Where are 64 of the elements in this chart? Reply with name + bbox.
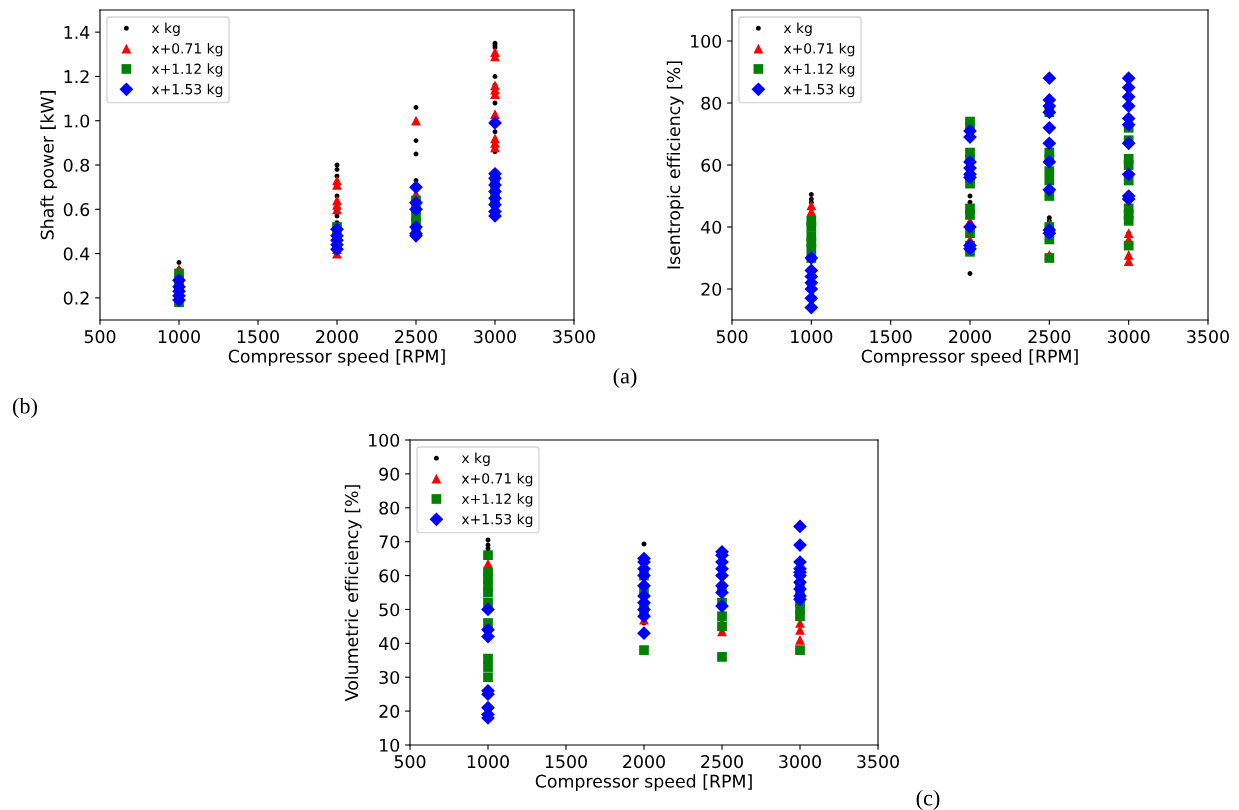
- x-tick-label: 2000: [949, 330, 991, 344]
- y-axis-title: Shaft power [kW]: [40, 91, 58, 240]
- y-tick-label: 40: [379, 637, 400, 651]
- x-tick-label: 3500: [1187, 330, 1229, 344]
- y-tick-label: 40: [701, 220, 722, 234]
- y-tick-label: 0.4: [63, 247, 90, 261]
- x-tick-label: 1500: [237, 330, 279, 344]
- x-axis-title: Compressor speed [RPM]: [535, 774, 752, 792]
- x-tick-label: 500: [394, 755, 426, 769]
- y-tick-label: 60: [379, 569, 400, 583]
- y-tick-label: 30: [379, 670, 400, 685]
- y-tick-label: 1.0: [64, 114, 90, 128]
- x-tick-label: 500: [84, 330, 116, 344]
- y-tick-label: 10: [380, 738, 400, 752]
- x-tick-label: 1500: [545, 755, 587, 769]
- x-tick-label: 3000: [779, 755, 821, 769]
- x-tick-label: 3000: [1107, 330, 1150, 344]
- text: (b): [13, 397, 37, 419]
- y-tick-label: 60: [701, 158, 722, 172]
- y-tick-label: 80: [701, 96, 722, 110]
- y-tick-label: 20: [379, 704, 400, 718]
- y-tick-label: 70: [379, 535, 400, 549]
- x-axis-title: Compressor speed [RPM]: [861, 349, 1078, 367]
- x-tick-label: 2500: [395, 330, 437, 344]
- legend-label: x kg: [461, 452, 490, 466]
- text: (a): [613, 367, 637, 389]
- legend-label: x kg: [151, 22, 180, 36]
- y-tick-label: 50: [379, 603, 400, 617]
- legend-label: x+1.12 kg: [783, 63, 855, 77]
- x-axis-title: Compressor speed [RPM]: [228, 349, 445, 367]
- x-tick-label: 1500: [870, 330, 912, 344]
- x-tick-label: 500: [716, 330, 748, 344]
- legend-label: x+1.53 kg: [461, 513, 533, 528]
- legend-label: x+0.71 kg: [151, 42, 223, 57]
- y-tick-label: 20: [701, 282, 722, 296]
- y-tick-label: 1.2: [64, 70, 89, 84]
- legend-label: x+1.12 kg: [151, 63, 223, 77]
- x-tick-label: 1000: [158, 330, 200, 344]
- x-tick-label: 2000: [316, 330, 358, 344]
- legend-label: x+1.53 kg: [151, 83, 223, 98]
- y-tick-label: 100: [369, 433, 400, 447]
- legend-label: x+0.71 kg: [783, 42, 855, 57]
- legend-label: x+1.53 kg: [783, 83, 855, 98]
- y-axis-title: Volumetric efficiency [%]: [344, 485, 362, 702]
- text: (c): [916, 789, 940, 810]
- y-axis-title: Isentropic efficiency [%]: [666, 61, 684, 269]
- legend-label: x+1.12 kg: [461, 493, 533, 507]
- x-tick-label: 1000: [791, 330, 833, 344]
- x-tick-label: 2000: [623, 755, 665, 769]
- x-tick-label: 3500: [857, 755, 899, 769]
- x-tick-label: 2500: [1028, 330, 1071, 344]
- y-tick-label: 0.2: [63, 291, 89, 305]
- legend-label: x+0.71 kg: [461, 472, 533, 487]
- x-tick-label: 2500: [701, 755, 743, 769]
- y-tick-label: 80: [379, 501, 400, 515]
- x-tick-label: 3000: [474, 330, 516, 344]
- y-tick-label: 90: [379, 467, 400, 481]
- y-tick-label: 100: [691, 34, 722, 48]
- y-tick-label: 0.6: [63, 203, 90, 217]
- x-tick-label: 1000: [467, 755, 509, 769]
- y-tick-label: 1.4: [64, 26, 90, 39]
- legend-label: x kg: [783, 22, 812, 36]
- x-tick-label: 3500: [553, 330, 595, 344]
- y-tick-label: 0.8: [63, 158, 90, 172]
